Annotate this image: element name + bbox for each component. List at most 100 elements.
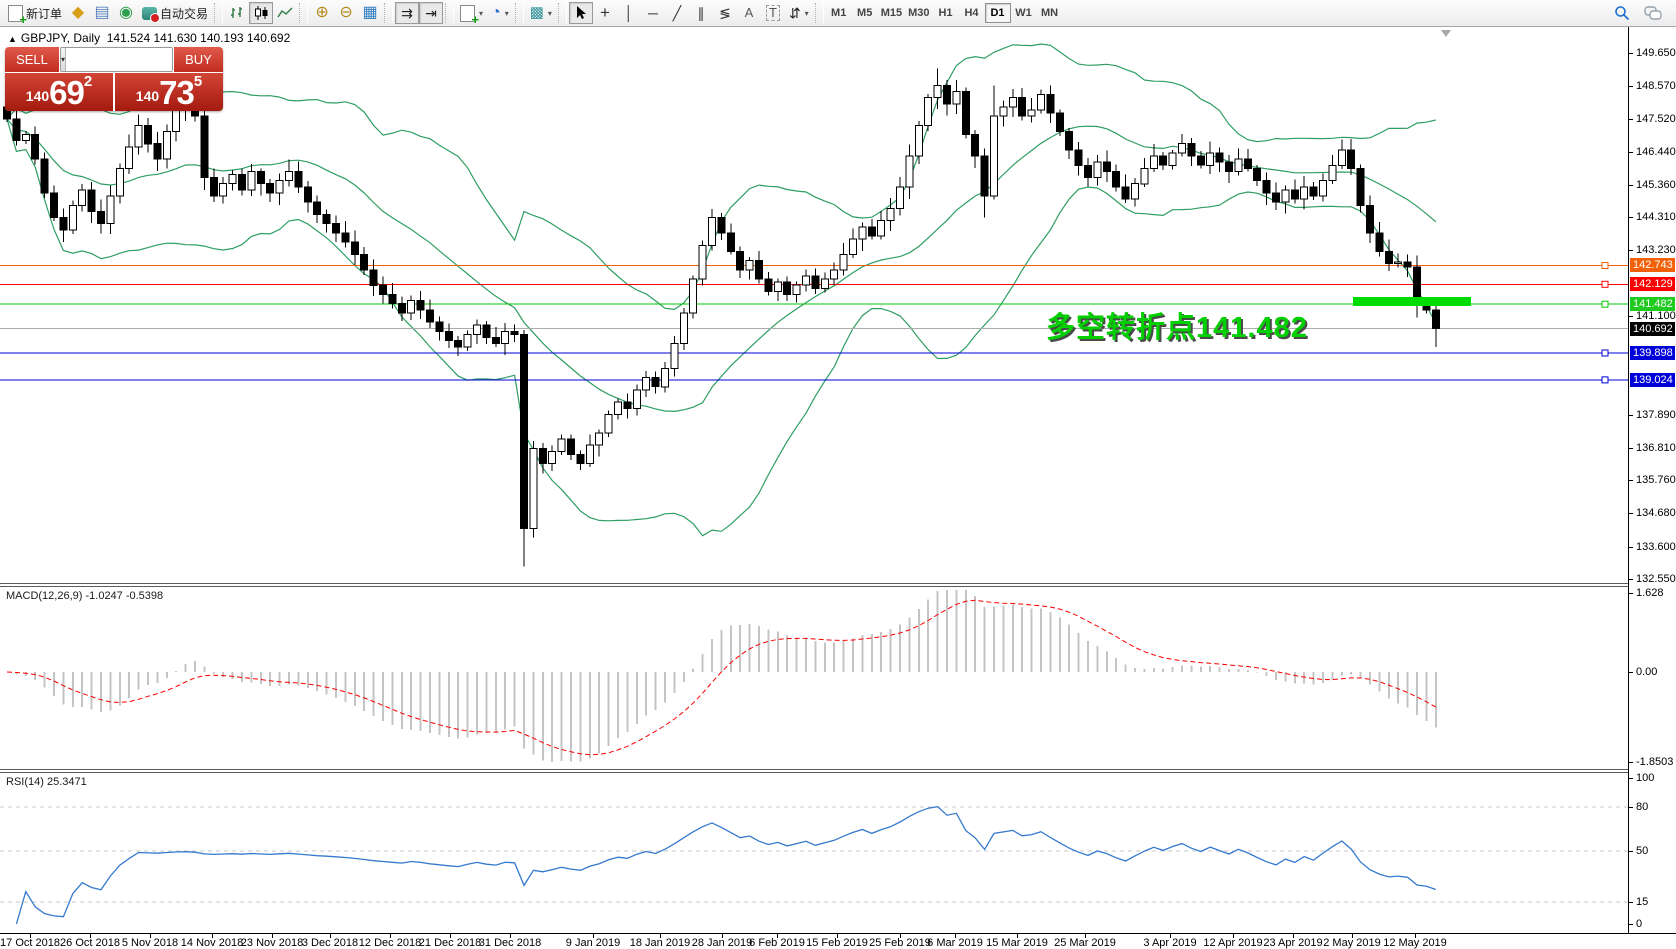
volume-input[interactable]: [66, 48, 172, 71]
volume-stepper: ▾ ▴: [60, 47, 173, 72]
date-axis[interactable]: 17 Oct 2018 26 Oct 2018 5 Nov 2018 14 Nov 2…: [0, 933, 1676, 949]
chat-button[interactable]: [1640, 2, 1666, 24]
zoom-out-button[interactable]: ⊖: [334, 2, 358, 24]
timeframe-h1[interactable]: H1: [933, 3, 959, 23]
bull-candle: [501, 330, 510, 345]
autotrading-button[interactable]: 自动交易: [138, 2, 212, 24]
timeframe-m15[interactable]: M15: [878, 3, 905, 23]
bear-candle: [144, 124, 152, 145]
pivot-highlight-bar[interactable]: [1353, 297, 1471, 306]
horizontal-line-button[interactable]: ─: [641, 2, 665, 24]
signals-button[interactable]: ◉: [114, 2, 138, 24]
toolbar-separator: [814, 3, 824, 23]
sell-quote[interactable]: 140 69 2: [5, 73, 113, 111]
hline-handle-139.898[interactable]: [1601, 349, 1609, 357]
pane-separator[interactable]: [0, 583, 1676, 587]
indicators-button[interactable]: + ▾: [456, 2, 487, 26]
buy-quote[interactable]: 140 73 5: [115, 73, 223, 111]
date-label: 31 Dec 2018: [478, 937, 542, 949]
hline-handle-139.024[interactable]: [1601, 376, 1609, 384]
templates-button[interactable]: ▩ ▾: [526, 2, 556, 24]
bull-candle: [463, 334, 472, 348]
trendline-button[interactable]: ╱: [665, 2, 689, 24]
price-tick: [1629, 579, 1633, 580]
bear-candle: [1112, 170, 1121, 188]
bull-candle: [1149, 155, 1158, 169]
zoom-in-button[interactable]: ⊕: [310, 2, 334, 24]
main-chart-pane[interactable]: ▲ GBPJPY, Daily 141.524 141.630 140.193 1…: [0, 27, 1628, 583]
bear-candle: [350, 241, 359, 255]
tile-windows-button[interactable]: ▦: [358, 2, 382, 24]
hline-price-label: 142.129: [1630, 277, 1675, 291]
timeframe-m1[interactable]: M1: [826, 3, 852, 23]
bar-chart-button[interactable]: [225, 2, 249, 24]
pane-separator[interactable]: [0, 769, 1676, 773]
hline-handle-141.482[interactable]: [1601, 300, 1609, 308]
bear-candle: [322, 214, 331, 225]
periods-button[interactable]: ◔ ▾: [487, 2, 513, 24]
bull-candle: [802, 275, 810, 286]
volume-decrease-button[interactable]: ▾: [61, 48, 67, 71]
equidistant-channel-button[interactable]: ∥: [689, 2, 713, 24]
macd-scale-label: 0.00: [1636, 666, 1658, 678]
date-tick: [450, 934, 451, 938]
navigator-button[interactable]: ▤: [90, 2, 114, 24]
bear-candle: [1084, 164, 1092, 179]
timeframe-mn[interactable]: MN: [1037, 3, 1063, 23]
bear-candle: [1055, 112, 1064, 132]
fibonacci-button[interactable]: ≶: [713, 2, 737, 24]
date-label: 23 Nov 2018: [240, 937, 304, 949]
bear-candle: [1253, 167, 1262, 182]
hline-handle-142.129[interactable]: [1601, 280, 1609, 288]
rsi-scale-tick: [1629, 924, 1633, 925]
macd-pane[interactable]: MACD(12,26,9) -1.0247 -0.5398: [0, 587, 1628, 769]
candlestick-chart-button[interactable]: [249, 2, 274, 24]
timeframe-m30[interactable]: M30: [905, 3, 932, 23]
date-label: 12 Apr 2019: [1203, 937, 1263, 949]
bear-candle: [12, 118, 21, 142]
line-chart-icon: [277, 7, 293, 18]
price-tick: [1629, 152, 1633, 153]
date-tick: [272, 934, 273, 938]
line-chart-button[interactable]: [273, 2, 297, 24]
auto-scroll-button[interactable]: ⇉: [395, 2, 420, 24]
cursor-button[interactable]: [568, 2, 593, 24]
bear-candle: [651, 377, 660, 388]
chart-shift-button[interactable]: ⇥: [419, 2, 444, 24]
bear-candle: [369, 269, 378, 286]
new-order-button[interactable]: + 新订单: [4, 2, 66, 26]
timeframe-h4[interactable]: H4: [959, 3, 985, 23]
bear-candle: [726, 232, 735, 252]
text-button[interactable]: A: [737, 2, 761, 24]
text-label-button[interactable]: T: [761, 2, 785, 24]
bear-candle: [59, 217, 68, 231]
arrows-button[interactable]: ⇵ ▾: [785, 2, 813, 24]
hline-handle-142.743[interactable]: [1601, 262, 1609, 269]
rsi-scale-tick: [1629, 851, 1633, 852]
toolbar-separator: [445, 3, 455, 23]
pivot-annotation-text[interactable]: 多空转折点141.482: [1046, 312, 1308, 344]
timeframe-w1[interactable]: W1: [1011, 3, 1037, 23]
bear-candle: [1225, 161, 1233, 172]
price-tick: [1629, 513, 1633, 514]
rsi-scale-label: 100: [1636, 772, 1655, 784]
rsi-scale-label: 0: [1636, 918, 1643, 930]
candlestick-chart-icon: [255, 6, 268, 20]
market-watch-button[interactable]: ◆: [66, 2, 90, 24]
vertical-line-button[interactable]: │: [617, 2, 641, 24]
price-axis[interactable]: 149.650 148.570 147.520 146.440 145.360 144.3…: [1628, 27, 1676, 933]
bear-candle: [1018, 97, 1027, 117]
buy-button[interactable]: BUY: [174, 47, 223, 72]
timeframe-d1[interactable]: D1: [984, 3, 1011, 23]
crosshair-button[interactable]: +: [593, 2, 617, 24]
date-label: 12 May 2019: [1383, 937, 1447, 949]
timeframe-m5[interactable]: M5: [852, 3, 878, 23]
search-button[interactable]: [1610, 2, 1634, 24]
date-label: 6 Mar 2019: [927, 937, 983, 949]
rsi-pane[interactable]: RSI(14) 25.3471: [0, 773, 1628, 933]
candlestick-chart: [0, 43, 1628, 567]
zoom-in-icon: ⊕: [315, 4, 329, 21]
bear-candle: [388, 294, 397, 305]
sell-button[interactable]: SELL: [5, 47, 59, 72]
